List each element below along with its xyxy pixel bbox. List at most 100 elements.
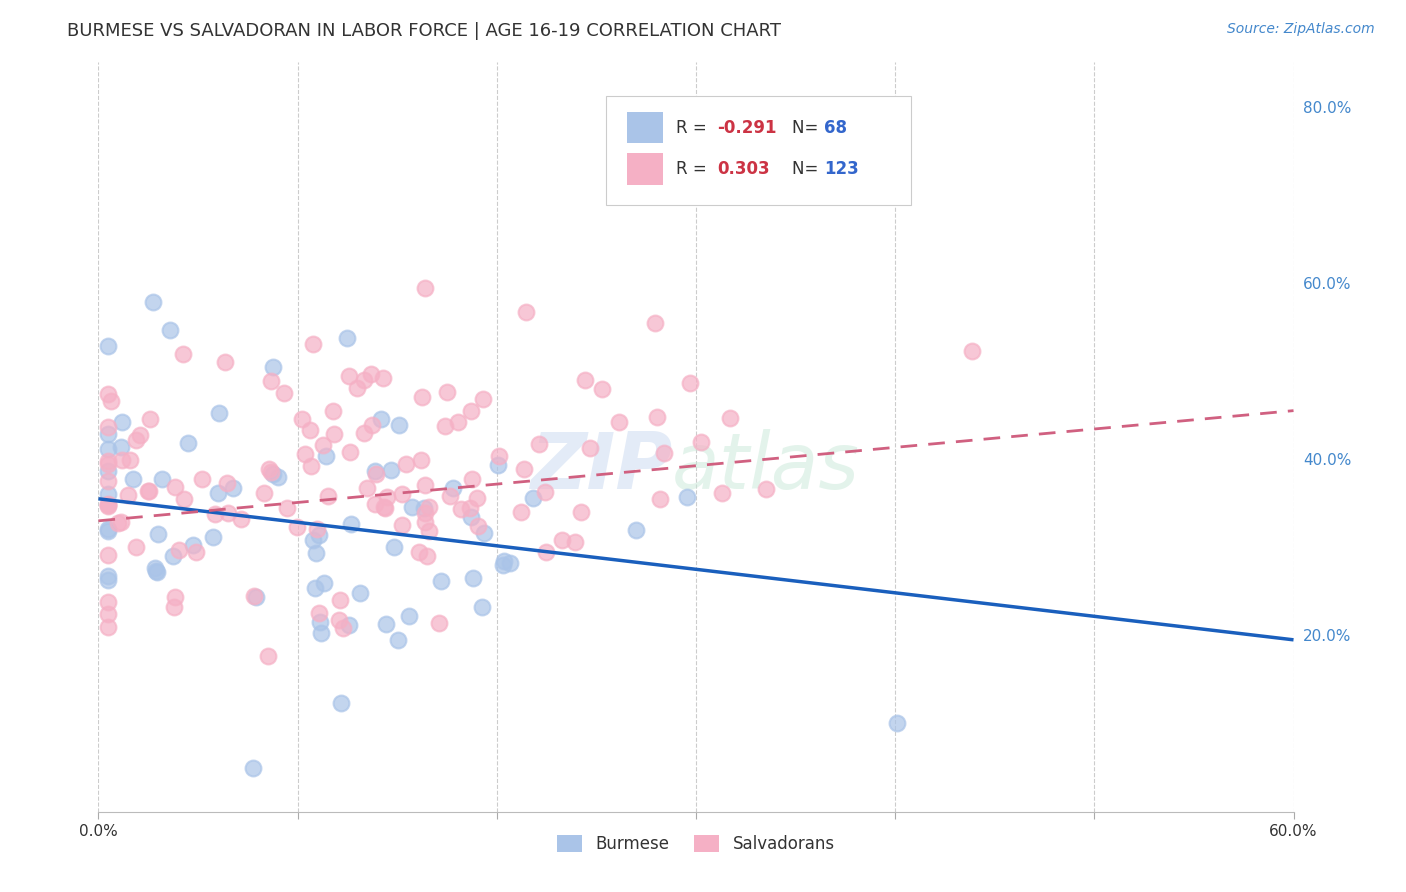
Point: [173, 491, 195, 506]
Text: -0.291: -0.291: [717, 119, 778, 136]
Point: [411, 390, 433, 404]
Point: [262, 467, 284, 481]
Point: [125, 541, 148, 555]
Point: [145, 564, 167, 578]
Point: [363, 464, 385, 478]
Point: [461, 472, 484, 486]
Point: [172, 347, 194, 361]
Point: [146, 526, 169, 541]
Point: [142, 294, 165, 309]
Point: [221, 481, 243, 495]
Point: [97, 524, 120, 538]
Point: [107, 516, 129, 531]
Point: [322, 404, 344, 418]
Point: [139, 411, 162, 425]
Point: [291, 412, 314, 426]
Point: [285, 520, 308, 534]
Point: [886, 715, 908, 730]
Point: [314, 576, 336, 591]
Point: [329, 592, 352, 607]
Point: [450, 502, 472, 516]
Text: N=: N=: [792, 119, 823, 136]
Point: [136, 483, 159, 498]
Point: [443, 481, 465, 495]
Point: [380, 463, 402, 477]
Point: [439, 489, 461, 503]
Point: [416, 549, 439, 563]
Point: [253, 485, 276, 500]
Point: [110, 415, 132, 429]
Point: [413, 506, 436, 520]
Text: 68: 68: [824, 119, 846, 136]
Point: [494, 554, 516, 568]
Point: [165, 480, 187, 494]
Point: [273, 385, 295, 400]
Point: [374, 500, 396, 515]
Point: [323, 426, 346, 441]
Point: [97, 386, 120, 401]
Point: [100, 394, 122, 409]
Point: [648, 492, 671, 507]
Point: [591, 382, 613, 396]
FancyBboxPatch shape: [606, 96, 911, 205]
Point: [97, 454, 120, 468]
Point: [458, 500, 481, 515]
Point: [551, 533, 574, 547]
Point: [374, 616, 396, 631]
Point: [388, 417, 411, 432]
Point: [373, 500, 395, 514]
Point: [624, 523, 647, 537]
Point: [217, 506, 239, 520]
Point: [242, 761, 264, 775]
Point: [418, 500, 440, 514]
Point: [364, 497, 387, 511]
Point: [97, 497, 120, 511]
Point: [415, 515, 437, 529]
Point: [401, 500, 423, 514]
Point: [315, 450, 337, 464]
Point: [207, 485, 229, 500]
Point: [718, 410, 741, 425]
Point: [645, 410, 668, 425]
Point: [217, 475, 239, 490]
Point: [461, 571, 484, 585]
Point: [145, 565, 167, 579]
Point: [302, 337, 325, 351]
Point: [574, 373, 596, 387]
Text: R =: R =: [676, 119, 711, 136]
Point: [711, 486, 734, 500]
Point: [460, 404, 482, 418]
Point: [150, 471, 173, 485]
Point: [97, 427, 120, 442]
Point: [436, 384, 458, 399]
Point: [305, 545, 328, 559]
Point: [564, 535, 586, 549]
Point: [488, 449, 510, 463]
Point: [97, 457, 120, 471]
Point: [328, 614, 350, 628]
Point: [299, 458, 322, 473]
Text: BURMESE VS SALVADORAN IN LABOR FORCE | AGE 16-19 CORRELATION CHART: BURMESE VS SALVADORAN IN LABOR FORCE | A…: [67, 22, 782, 40]
Point: [97, 474, 120, 488]
Point: [569, 505, 592, 519]
Point: [301, 533, 323, 547]
Point: [465, 491, 488, 505]
Point: [330, 697, 353, 711]
Point: [117, 488, 139, 502]
Point: [97, 500, 120, 514]
Point: [429, 574, 451, 588]
Point: [527, 437, 550, 451]
Point: [167, 543, 190, 558]
Point: [260, 374, 283, 388]
Point: [433, 419, 456, 434]
Point: [533, 485, 555, 500]
Point: [208, 406, 231, 420]
Point: [370, 412, 392, 426]
Point: [339, 445, 361, 459]
Point: [128, 428, 150, 442]
Point: [214, 355, 236, 369]
Point: [186, 545, 208, 559]
Point: [304, 581, 326, 595]
Point: [391, 487, 413, 501]
Point: [162, 600, 184, 615]
